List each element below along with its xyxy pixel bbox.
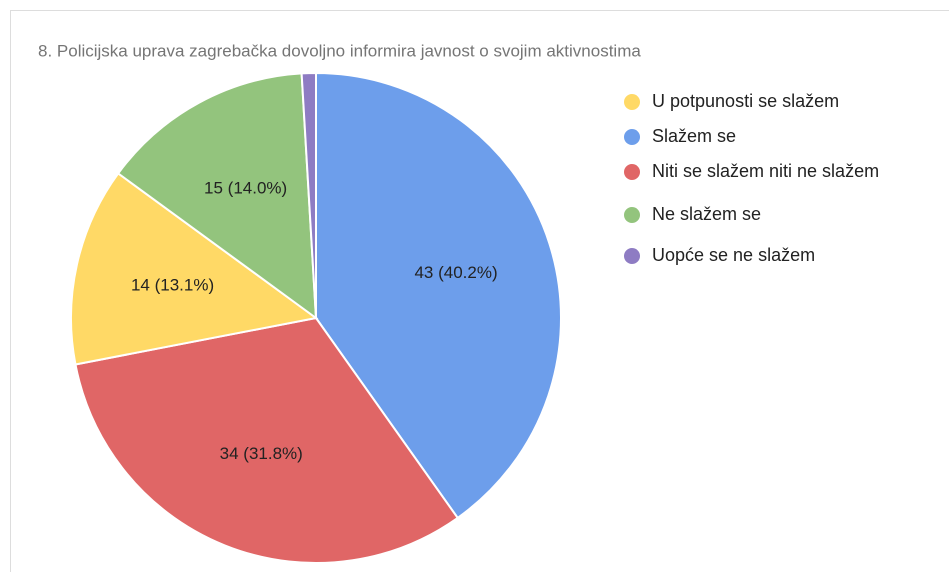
legend-label: U potpunosti se slažem [652,91,839,111]
legend-marker [624,207,640,223]
legend-label: Uopće se ne slažem [652,245,815,265]
chart-title: 8. Policijska uprava zagrebačka dovoljno… [38,41,641,60]
slice-label: 14 (13.1%) [131,275,214,294]
legend-marker [624,129,640,145]
slice-label: 15 (14.0%) [204,178,287,197]
legend-marker [624,94,640,110]
legend-marker [624,164,640,180]
slice-label: 34 (31.8%) [220,444,303,463]
slice-label: 43 (40.2%) [414,263,497,282]
legend-label: Ne slažem se [652,204,761,224]
legend-label: Slažem se [652,126,736,146]
legend-label: Niti se slažem niti ne slažem [652,161,879,181]
legend-marker [624,248,640,264]
